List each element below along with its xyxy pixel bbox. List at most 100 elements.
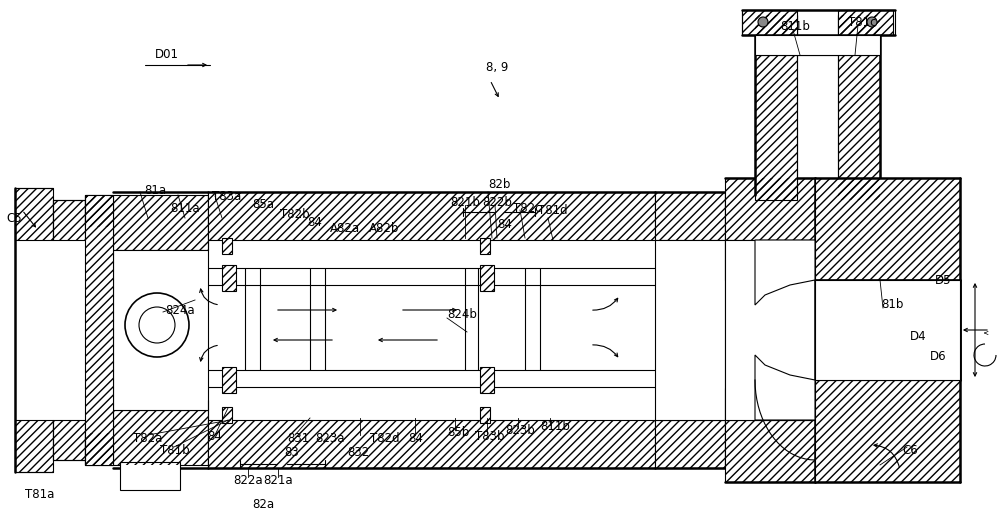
Bar xyxy=(725,240,815,420)
Bar xyxy=(815,380,960,482)
Text: 84: 84 xyxy=(498,219,512,232)
Bar xyxy=(838,10,893,35)
Text: D01: D01 xyxy=(155,49,179,61)
Text: 821a: 821a xyxy=(263,474,293,486)
Bar xyxy=(222,367,236,393)
Text: D5: D5 xyxy=(935,274,951,287)
Bar xyxy=(725,420,815,482)
Bar xyxy=(208,192,655,240)
Text: 85a: 85a xyxy=(252,199,274,212)
Text: 81a: 81a xyxy=(144,183,166,196)
Bar xyxy=(208,420,655,468)
Bar xyxy=(655,192,725,240)
Text: 822b: 822b xyxy=(482,195,512,209)
Text: 81b: 81b xyxy=(881,299,903,311)
Bar xyxy=(815,178,960,280)
Text: 811a: 811a xyxy=(170,202,200,214)
Bar xyxy=(815,178,960,280)
Bar xyxy=(15,188,53,240)
Bar xyxy=(222,407,232,423)
Bar xyxy=(655,420,725,468)
Bar xyxy=(480,367,494,393)
Text: D6: D6 xyxy=(930,351,946,364)
Text: 84: 84 xyxy=(208,431,222,443)
Bar xyxy=(755,35,880,55)
Text: 811b: 811b xyxy=(540,420,570,433)
Bar xyxy=(85,195,113,465)
Text: A82a: A82a xyxy=(330,222,360,235)
Bar xyxy=(655,240,725,420)
Bar xyxy=(15,188,53,240)
Text: 85b: 85b xyxy=(447,425,469,439)
Bar xyxy=(480,367,494,393)
Bar xyxy=(838,15,880,200)
Text: C6: C6 xyxy=(902,443,918,456)
Bar xyxy=(480,238,490,254)
Circle shape xyxy=(139,307,175,343)
Bar xyxy=(85,195,113,227)
Text: 82a: 82a xyxy=(252,498,274,511)
Text: C5: C5 xyxy=(6,212,22,224)
Bar xyxy=(222,407,232,423)
Bar xyxy=(742,10,797,35)
Text: T81a: T81a xyxy=(25,488,54,501)
Text: 811b: 811b xyxy=(780,20,810,34)
Bar xyxy=(222,265,236,291)
Bar xyxy=(85,195,113,227)
Polygon shape xyxy=(755,355,815,420)
Text: 84: 84 xyxy=(409,431,423,444)
Circle shape xyxy=(758,17,768,27)
Text: 822a: 822a xyxy=(233,474,263,486)
Bar xyxy=(742,10,797,35)
Bar xyxy=(53,200,85,240)
Bar xyxy=(222,238,232,254)
Bar xyxy=(53,200,85,240)
Text: 831: 831 xyxy=(287,431,309,444)
Text: 84: 84 xyxy=(308,215,322,228)
Bar xyxy=(815,280,960,380)
Bar xyxy=(480,407,490,423)
Text: D4: D4 xyxy=(910,331,926,344)
Text: 83: 83 xyxy=(285,445,299,458)
Bar xyxy=(208,192,655,240)
Bar xyxy=(53,420,85,460)
Bar xyxy=(755,15,797,200)
Polygon shape xyxy=(755,240,815,305)
Text: 823b: 823b xyxy=(505,423,535,436)
Bar xyxy=(85,433,113,465)
Text: 832: 832 xyxy=(347,445,369,458)
Text: T83a: T83a xyxy=(212,190,242,202)
Text: 82b: 82b xyxy=(488,179,510,191)
Bar xyxy=(838,15,880,200)
Bar xyxy=(725,420,815,482)
Bar xyxy=(208,420,655,468)
Bar xyxy=(113,195,208,250)
Bar xyxy=(480,407,490,423)
Bar xyxy=(655,192,725,240)
Bar xyxy=(838,10,893,35)
Text: A82b: A82b xyxy=(369,222,399,235)
Bar xyxy=(480,265,494,291)
Text: T81b: T81b xyxy=(160,443,190,456)
Text: T81c: T81c xyxy=(848,16,876,28)
Bar xyxy=(113,195,208,250)
Bar xyxy=(725,178,815,240)
Bar xyxy=(755,15,797,200)
Bar xyxy=(480,238,490,254)
Bar xyxy=(85,433,113,465)
Text: 821b: 821b xyxy=(450,195,480,209)
Text: 824b: 824b xyxy=(447,309,477,322)
Text: T82c: T82c xyxy=(513,202,541,214)
Bar xyxy=(222,238,232,254)
Bar xyxy=(15,420,53,472)
Circle shape xyxy=(125,293,189,357)
Bar xyxy=(113,410,208,465)
Text: T81d: T81d xyxy=(538,203,568,216)
Text: T82d: T82d xyxy=(370,431,400,444)
Text: 823a: 823a xyxy=(315,431,345,444)
Bar xyxy=(815,380,960,482)
Bar xyxy=(120,462,180,490)
Text: T82a: T82a xyxy=(133,431,163,444)
Bar xyxy=(655,420,725,468)
Text: 824a: 824a xyxy=(165,303,195,316)
